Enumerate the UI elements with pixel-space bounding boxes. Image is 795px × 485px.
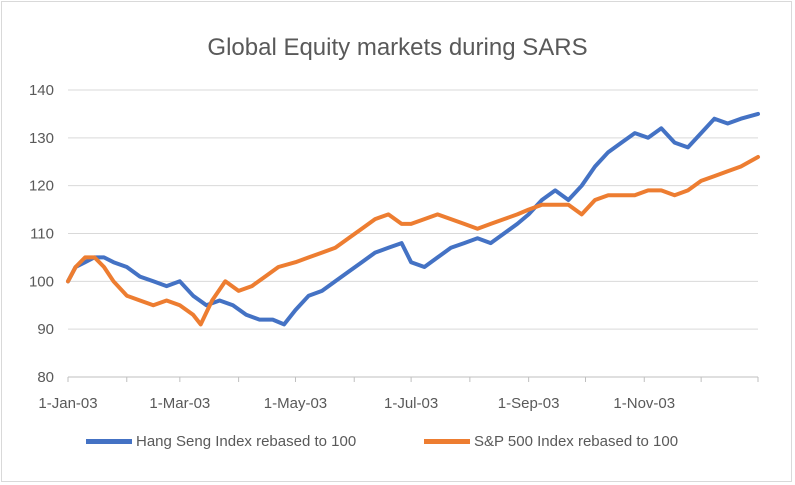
- y-tick-label: 80: [37, 369, 54, 386]
- x-tick-label: 1-May-03: [264, 395, 327, 412]
- legend: Hang Seng Index rebased to 100 S&P 500 I…: [0, 433, 795, 457]
- series-line-2: [66, 155, 760, 327]
- y-tick-label: 140: [29, 82, 54, 99]
- y-axis-tick-labels: 80 90 100 110 120 130 140: [29, 82, 54, 386]
- x-tick-label: 1-Jul-03: [384, 395, 438, 412]
- legend-item-series-1: Hang Seng Index rebased to 100: [86, 433, 356, 450]
- y-tick-label: 100: [29, 273, 54, 290]
- x-tick-label: 1-Nov-03: [613, 395, 675, 412]
- x-tick-label: 1-Sep-03: [498, 395, 560, 412]
- y-tick-label: 90: [37, 321, 54, 338]
- series-line-1: [66, 111, 760, 327]
- y-tick-label: 110: [30, 226, 54, 243]
- legend-label-series-2: S&P 500 Index rebased to 100: [474, 433, 679, 450]
- chart-title: Global Equity markets during SARS: [207, 34, 588, 61]
- x-axis: 1-Jan-03 1-Mar-03 1-May-03 1-Jul-03 1-Sep-03…: [38, 376, 759, 412]
- legend-swatch-series-2: [424, 439, 470, 444]
- series-lines: [66, 111, 760, 327]
- x-tick-label: 1-Jan-03: [38, 395, 97, 412]
- y-tick-label: 130: [29, 130, 54, 147]
- grid-lines: [68, 89, 758, 330]
- y-tick-label: 120: [29, 178, 54, 195]
- legend-item-series-2: S&P 500 Index rebased to 100: [424, 433, 678, 450]
- x-tick-label: 1-Mar-03: [149, 395, 210, 412]
- legend-label-series-1: Hang Seng Index rebased to 100: [136, 433, 357, 450]
- legend-swatch-series-1: [86, 439, 132, 444]
